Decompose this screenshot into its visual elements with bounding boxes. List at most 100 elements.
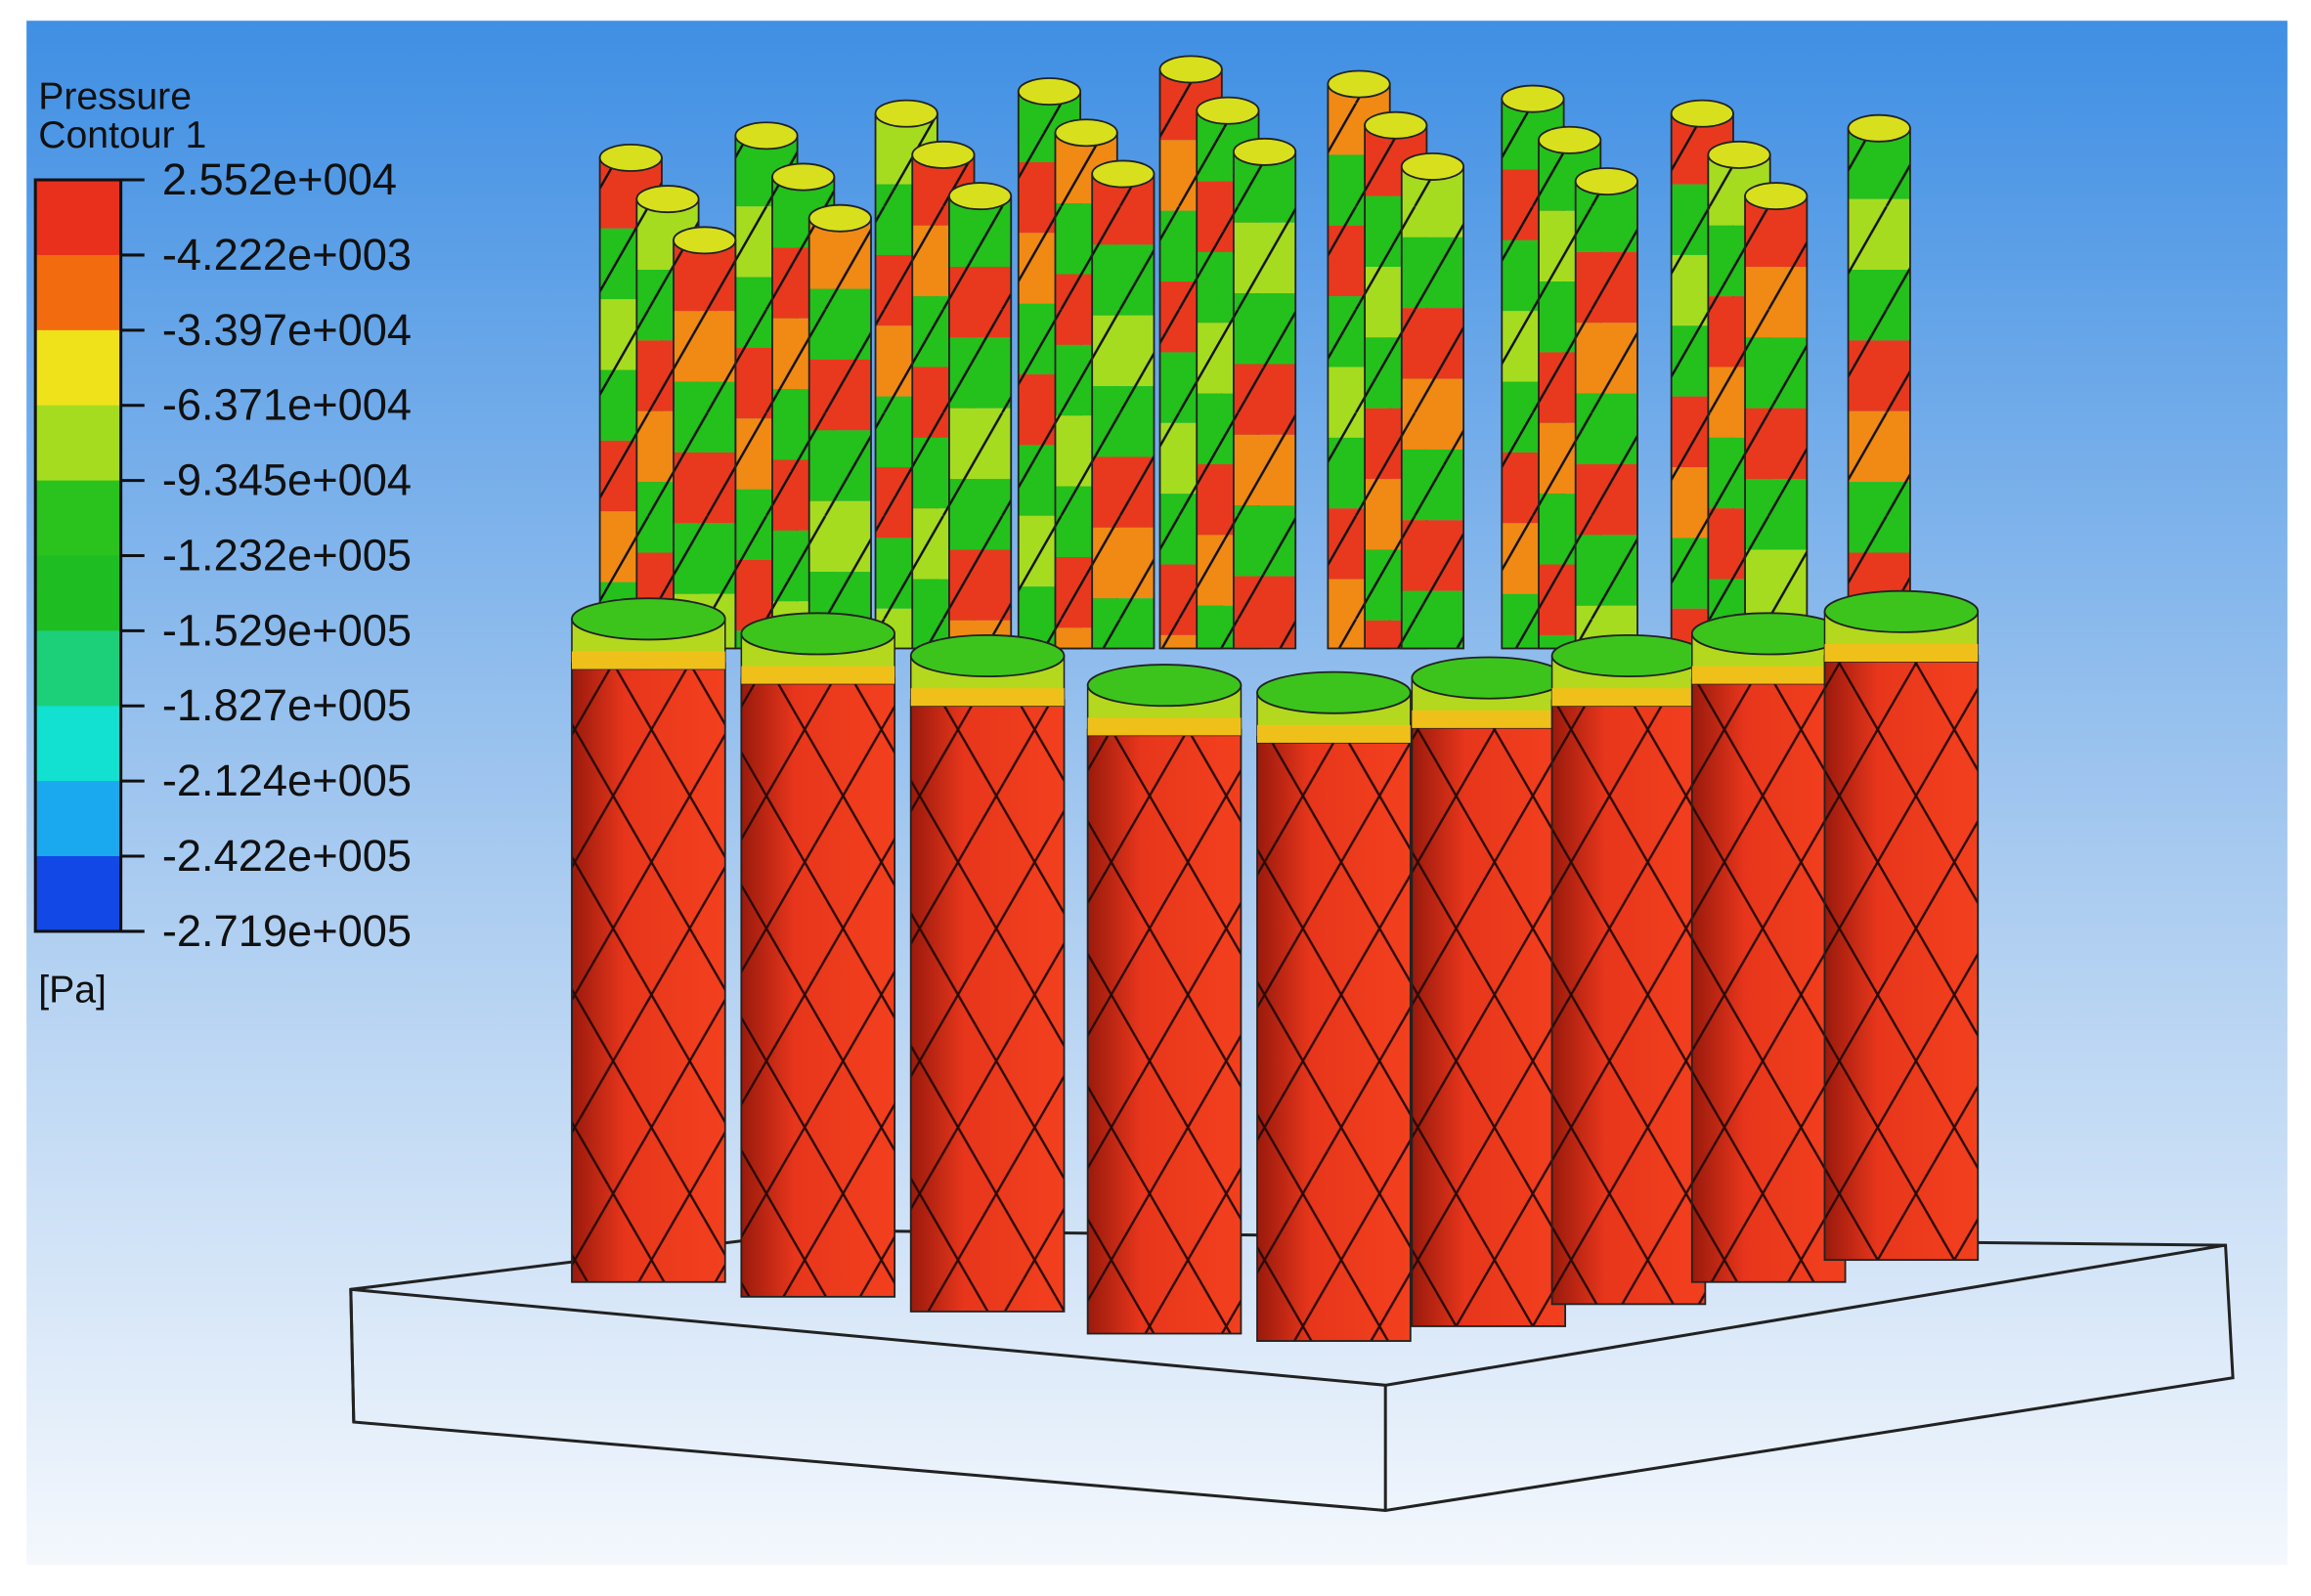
pillar-collar-band: [1087, 717, 1242, 736]
thin-pillar: [1847, 113, 1911, 650]
legend-label: 2.552e+004: [162, 154, 397, 204]
pillar-collar-band: [741, 666, 895, 684]
legend-title: Contour 1: [38, 114, 206, 156]
thick-pillar: [1086, 664, 1243, 1335]
pillar-lattice: [571, 662, 726, 1283]
pillar-cap: [635, 185, 700, 214]
pillar-top: [571, 597, 726, 641]
pillar-cap: [1158, 55, 1223, 84]
legend-label: -2.719e+005: [162, 906, 412, 956]
pillar-lattice: [1823, 655, 1980, 1262]
color-band: [35, 706, 121, 782]
pillar-lattice: [1550, 699, 1707, 1306]
pillar-lattice: [1411, 720, 1567, 1327]
thick-pillar: [1411, 656, 1567, 1327]
pillar-array: [571, 55, 1980, 1342]
pillar-cap: [1196, 96, 1260, 125]
pillar-top: [1411, 656, 1567, 700]
color-band: [35, 630, 121, 708]
pillar-cap: [598, 143, 663, 172]
legend-title: Pressure: [38, 76, 192, 118]
pillar-lattice: [1256, 736, 1412, 1342]
pillar-spiral: [948, 194, 1013, 650]
color-band: [35, 254, 121, 331]
pillar-cap: [734, 121, 799, 151]
pillar-cap: [948, 182, 1013, 211]
color-bar: 2.552e+004 -4.222e+003 -3.397e+004 -6.371e+…: [33, 154, 412, 956]
thick-pillar: [740, 612, 896, 1298]
pillar-spiral: [1400, 165, 1465, 650]
pillar-lattice: [909, 699, 1066, 1313]
pillar-spiral: [807, 217, 872, 650]
pillar-collar-band: [910, 688, 1065, 707]
color-band: [35, 781, 121, 857]
pillar-spiral: [1574, 180, 1638, 650]
pillar-cap: [673, 226, 737, 255]
color-band: [35, 480, 121, 557]
thin-pillar: [1400, 151, 1465, 650]
base-edge: [349, 1289, 356, 1423]
thin-pillar: [1233, 137, 1297, 650]
pillar-collar-band: [1551, 688, 1706, 707]
pillar-collar-band: [571, 651, 725, 669]
pillar-top: [1690, 612, 1847, 656]
color-band: [35, 329, 121, 407]
pillar-cap: [1054, 118, 1118, 148]
pillar-top: [909, 633, 1066, 678]
pillar-cap: [911, 140, 976, 169]
color-band: [35, 856, 121, 932]
legend-unit: [Pa]: [38, 969, 107, 1011]
pillar-collar-band: [1691, 666, 1846, 684]
pillar-cap: [1670, 99, 1734, 128]
pillar-cap: [1574, 167, 1638, 196]
pillar-lattice: [740, 676, 896, 1298]
thin-pillar: [1574, 167, 1638, 650]
thick-pillar: [909, 633, 1066, 1313]
pillar-cap: [771, 162, 836, 192]
pillar-cap: [1091, 159, 1156, 189]
pillar-lattice: [1690, 676, 1847, 1283]
pillar-top: [1823, 589, 1980, 633]
thick-pillar: [571, 597, 726, 1283]
pillar-cap: [1707, 140, 1771, 169]
color-band: [35, 180, 121, 256]
pillar-spiral: [1233, 151, 1297, 650]
pillar-lattice: [1086, 728, 1243, 1335]
pillar-cap: [1744, 182, 1809, 211]
pillar-cap: [1364, 110, 1428, 140]
thin-pillar: [948, 182, 1013, 650]
legend-label: -1.529e+005: [162, 605, 412, 655]
pillar-cap: [1400, 151, 1465, 181]
pillar-cap: [1501, 84, 1565, 113]
pillar-top: [1256, 670, 1412, 714]
thin-pillar: [1744, 182, 1809, 650]
pillar-collar-band: [1257, 724, 1411, 743]
pillar-cap: [1233, 137, 1297, 166]
pillar-spiral: [673, 238, 737, 650]
pillar-spiral: [1847, 127, 1911, 650]
pillar-cap: [1327, 69, 1391, 99]
legend-label: -4.222e+003: [162, 230, 412, 280]
thin-pillar: [807, 203, 872, 650]
pillar-top: [740, 612, 896, 656]
legend-label: -1.232e+005: [162, 530, 412, 580]
legend: Pressure Contour 1 2.552e+004 -4.222e+003…: [33, 76, 412, 1011]
thick-pillar: [1690, 612, 1847, 1283]
pillar-spiral: [1091, 173, 1156, 650]
color-band: [35, 555, 121, 632]
legend-label: -2.422e+005: [162, 831, 412, 881]
pillar-cap: [1538, 125, 1602, 154]
legend-label: -2.124e+005: [162, 755, 412, 805]
thick-pillar: [1256, 670, 1412, 1342]
color-band: [35, 405, 121, 482]
pillar-collar-band: [1824, 643, 1979, 663]
legend-label: -6.371e+004: [162, 380, 412, 430]
pillar-top: [1550, 633, 1707, 678]
pillar-cap: [1017, 77, 1082, 107]
legend-label: -9.345e+004: [162, 455, 412, 505]
thick-pillar: [1550, 633, 1707, 1306]
pillar-spiral: [1744, 194, 1809, 650]
pillar-top: [1086, 664, 1243, 708]
